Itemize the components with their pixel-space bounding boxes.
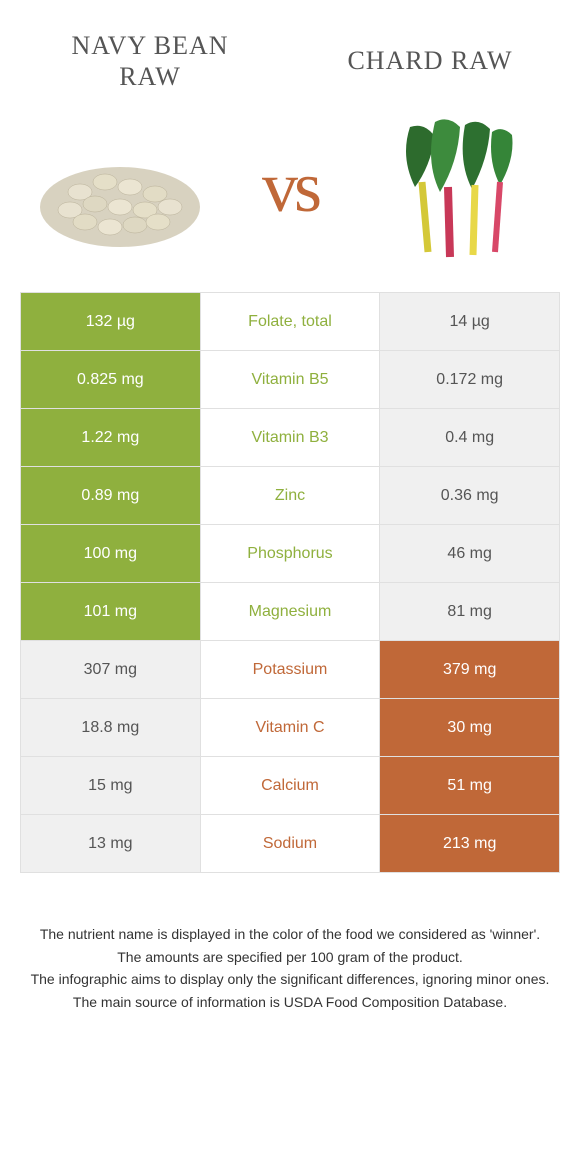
left-value-cell: 101 mg (21, 583, 201, 641)
right-value-cell: 0.36 mg (380, 467, 560, 525)
nutrient-name-cell: Phosphorus (200, 525, 380, 583)
nutrient-name-cell: Vitamin C (200, 699, 380, 757)
right-title: CHARD RAW (347, 46, 512, 75)
right-value-cell: 213 mg (380, 815, 560, 873)
right-food-image (370, 112, 550, 262)
table-row: 13 mgSodium213 mg (21, 815, 560, 873)
right-value-cell: 51 mg (380, 757, 560, 815)
caption-line: The main source of information is USDA F… (30, 991, 550, 1013)
caption: The nutrient name is displayed in the co… (30, 923, 550, 1013)
caption-line: The infographic aims to display only the… (30, 968, 550, 990)
left-food-image (30, 112, 210, 262)
table-row: 132 µgFolate, total14 µg (21, 293, 560, 351)
right-value-cell: 30 mg (380, 699, 560, 757)
left-value-cell: 15 mg (21, 757, 201, 815)
right-value-cell: 0.172 mg (380, 351, 560, 409)
left-value-cell: 0.825 mg (21, 351, 201, 409)
table-row: 307 mgPotassium379 mg (21, 641, 560, 699)
nutrient-name-cell: Zinc (200, 467, 380, 525)
left-title-line2: RAW (119, 62, 181, 91)
nutrient-name-cell: Sodium (200, 815, 380, 873)
caption-line: The amounts are specified per 100 gram o… (30, 946, 550, 968)
table-row: 1.22 mgVitamin B30.4 mg (21, 409, 560, 467)
nutrient-table: 132 µgFolate, total14 µg0.825 mgVitamin … (20, 292, 560, 873)
table-row: 18.8 mgVitamin C30 mg (21, 699, 560, 757)
nutrient-name-cell: Folate, total (200, 293, 380, 351)
right-value-cell: 81 mg (380, 583, 560, 641)
left-value-cell: 0.89 mg (21, 467, 201, 525)
header: NAVY BEAN RAW CHARD RAW (0, 0, 580, 102)
right-value-cell: 379 mg (380, 641, 560, 699)
nutrient-name-cell: Potassium (200, 641, 380, 699)
right-value-cell: 14 µg (380, 293, 560, 351)
nutrient-name-cell: Magnesium (200, 583, 380, 641)
caption-line: The nutrient name is displayed in the co… (30, 923, 550, 945)
table-row: 0.825 mgVitamin B50.172 mg (21, 351, 560, 409)
left-value-cell: 100 mg (21, 525, 201, 583)
nutrient-name-cell: Vitamin B3 (200, 409, 380, 467)
table-row: 101 mgMagnesium81 mg (21, 583, 560, 641)
right-value-cell: 46 mg (380, 525, 560, 583)
table-row: 15 mgCalcium51 mg (21, 757, 560, 815)
right-value-cell: 0.4 mg (380, 409, 560, 467)
images-row: vs (0, 102, 580, 292)
table-row: 100 mgPhosphorus46 mg (21, 525, 560, 583)
table-row: 0.89 mgZinc0.36 mg (21, 467, 560, 525)
vs-label: vs (262, 146, 318, 229)
nutrient-name-cell: Calcium (200, 757, 380, 815)
left-value-cell: 13 mg (21, 815, 201, 873)
chard-icon (380, 107, 540, 267)
left-title-line1: NAVY BEAN (71, 31, 228, 60)
left-food-title: NAVY BEAN RAW (50, 30, 250, 92)
right-food-title: CHARD RAW (330, 30, 530, 76)
left-value-cell: 1.22 mg (21, 409, 201, 467)
left-value-cell: 18.8 mg (21, 699, 201, 757)
nutrient-name-cell: Vitamin B5 (200, 351, 380, 409)
left-value-cell: 132 µg (21, 293, 201, 351)
navy-bean-icon (30, 122, 210, 252)
left-value-cell: 307 mg (21, 641, 201, 699)
